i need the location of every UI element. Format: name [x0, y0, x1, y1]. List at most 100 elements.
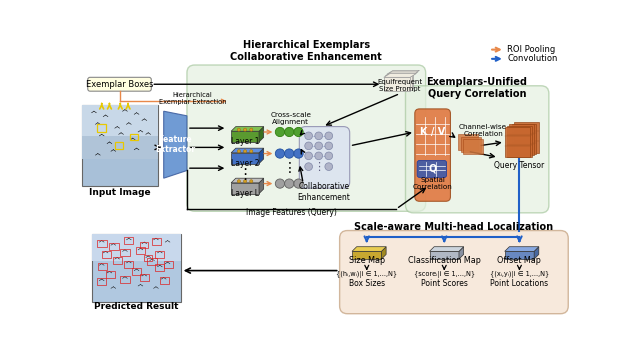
Bar [387, 74, 413, 88]
Circle shape [244, 150, 246, 153]
FancyBboxPatch shape [300, 127, 349, 188]
Bar [115, 142, 124, 149]
Text: Offset Map: Offset Map [497, 256, 541, 265]
Circle shape [285, 179, 294, 188]
FancyBboxPatch shape [340, 231, 568, 314]
Circle shape [275, 127, 285, 136]
Polygon shape [429, 251, 459, 259]
Text: {(xᵢ,yᵢ)|i ∈ 1,...,N}: {(xᵢ,yᵢ)|i ∈ 1,...,N} [490, 271, 549, 278]
Polygon shape [463, 139, 483, 154]
Bar [384, 77, 410, 91]
Bar [155, 264, 164, 272]
Bar [109, 243, 119, 250]
Polygon shape [381, 247, 386, 259]
Polygon shape [511, 123, 536, 154]
Bar [120, 276, 130, 283]
Bar [124, 237, 134, 244]
Bar [164, 261, 173, 268]
Polygon shape [352, 247, 386, 251]
Text: Query Tensor: Query Tensor [494, 161, 545, 170]
Bar [131, 134, 138, 140]
Circle shape [250, 128, 253, 131]
Bar [120, 249, 130, 256]
Polygon shape [231, 131, 259, 142]
Bar [97, 124, 106, 132]
Circle shape [325, 132, 333, 140]
Polygon shape [505, 247, 539, 251]
FancyBboxPatch shape [417, 160, 447, 177]
Text: K / V: K / V [420, 127, 445, 137]
Polygon shape [231, 183, 259, 194]
Bar [124, 261, 134, 268]
Text: Layer 2: Layer 2 [231, 159, 259, 168]
Bar [81, 105, 157, 186]
Polygon shape [231, 127, 264, 131]
Polygon shape [231, 153, 259, 164]
Bar [160, 277, 169, 284]
Bar [140, 274, 149, 281]
Text: Collaborative
Enhancement: Collaborative Enhancement [298, 182, 351, 202]
Text: {scoreᵢ|i ∈ 1,...,N}: {scoreᵢ|i ∈ 1,...,N} [413, 271, 475, 278]
Text: Predicted Result: Predicted Result [93, 302, 178, 311]
Text: Layer 1: Layer 1 [231, 138, 259, 147]
Bar [132, 268, 141, 275]
Bar [140, 242, 148, 248]
FancyBboxPatch shape [88, 77, 151, 91]
Circle shape [325, 163, 333, 171]
Bar [97, 278, 106, 285]
Polygon shape [459, 247, 463, 259]
Polygon shape [505, 127, 529, 157]
Bar [102, 251, 111, 257]
Text: Point Locations: Point Locations [490, 279, 548, 288]
FancyBboxPatch shape [187, 65, 426, 211]
Text: Classification Map: Classification Map [408, 256, 481, 265]
Text: ROI Pooling: ROI Pooling [507, 45, 556, 54]
Circle shape [237, 180, 241, 183]
Circle shape [285, 149, 294, 158]
Circle shape [294, 127, 303, 136]
Text: Cross-scale
Alignment: Cross-scale Alignment [270, 111, 311, 125]
Text: {(hᵢ,wᵢ)|i ∈ 1,...,N}: {(hᵢ,wᵢ)|i ∈ 1,...,N} [336, 271, 397, 278]
Text: Spatial
Correlation: Spatial Correlation [413, 177, 452, 190]
Polygon shape [461, 136, 481, 152]
Bar [81, 136, 157, 159]
Bar [97, 240, 107, 248]
Bar [113, 257, 122, 264]
FancyBboxPatch shape [406, 86, 549, 213]
Circle shape [315, 132, 323, 140]
Text: Convolution: Convolution [507, 54, 557, 63]
Polygon shape [231, 148, 264, 153]
Text: Q: Q [429, 164, 436, 174]
Polygon shape [514, 122, 539, 153]
Text: Hierarchical Exemplars
Collaborative Enhancement: Hierarchical Exemplars Collaborative Enh… [230, 40, 382, 62]
Bar [92, 235, 180, 302]
Text: Feature
Extractor: Feature Extractor [156, 135, 195, 154]
Bar [147, 258, 157, 265]
Circle shape [305, 163, 312, 171]
Bar [385, 76, 412, 90]
Polygon shape [387, 70, 419, 74]
Text: Equifrequent
Size Prompt: Equifrequent Size Prompt [378, 79, 422, 92]
Polygon shape [509, 124, 534, 155]
Text: Input Image: Input Image [89, 188, 150, 197]
Bar [155, 251, 164, 257]
Polygon shape [164, 111, 187, 178]
Circle shape [275, 179, 285, 188]
FancyBboxPatch shape [415, 109, 451, 201]
Text: Image Features (Query): Image Features (Query) [246, 209, 337, 217]
Circle shape [315, 152, 323, 160]
Polygon shape [429, 247, 463, 251]
Circle shape [250, 180, 253, 183]
Circle shape [305, 132, 312, 140]
Polygon shape [505, 251, 534, 259]
Polygon shape [259, 127, 264, 142]
Circle shape [294, 179, 303, 188]
Text: ⋮: ⋮ [282, 161, 296, 175]
Polygon shape [385, 72, 418, 76]
Bar [143, 255, 152, 261]
Polygon shape [458, 134, 478, 150]
Bar [81, 105, 157, 136]
Text: Scale-aware Multi-head Localization: Scale-aware Multi-head Localization [354, 222, 553, 232]
Bar [152, 238, 161, 245]
Circle shape [305, 152, 312, 160]
